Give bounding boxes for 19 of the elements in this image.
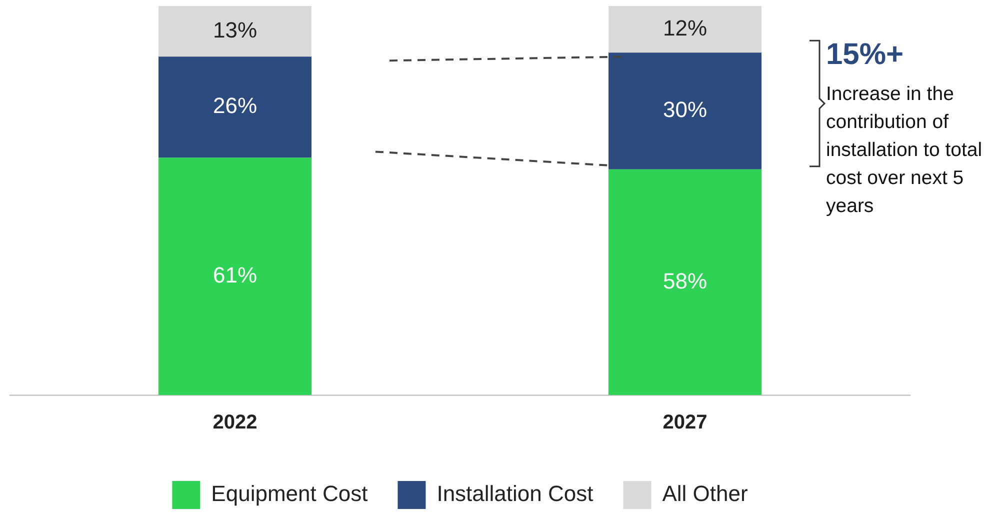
data-label: 12% (662, 15, 708, 40)
bar (158, 6, 312, 57)
data-label: 61% (212, 262, 258, 288)
legend-label: Installation Cost (436, 481, 594, 506)
data-label: 13% (212, 17, 258, 42)
x-tick-label: 2022 (212, 412, 258, 434)
bar (608, 6, 762, 53)
legend-label: Equipment Cost (211, 481, 368, 506)
bar (158, 158, 312, 395)
data-label: 58% (662, 268, 708, 294)
data-label: 26% (212, 93, 258, 118)
data-label: 30% (662, 97, 708, 122)
annotation: 15%+ (826, 38, 905, 72)
bar (158, 56, 312, 158)
bar (608, 169, 762, 395)
legend-label: All Other (662, 481, 748, 506)
bar (608, 52, 762, 170)
x-tick-label: 2027 (662, 412, 708, 434)
annotation: Increase in the contribution of installation to total cost over next 5 years (826, 82, 984, 219)
